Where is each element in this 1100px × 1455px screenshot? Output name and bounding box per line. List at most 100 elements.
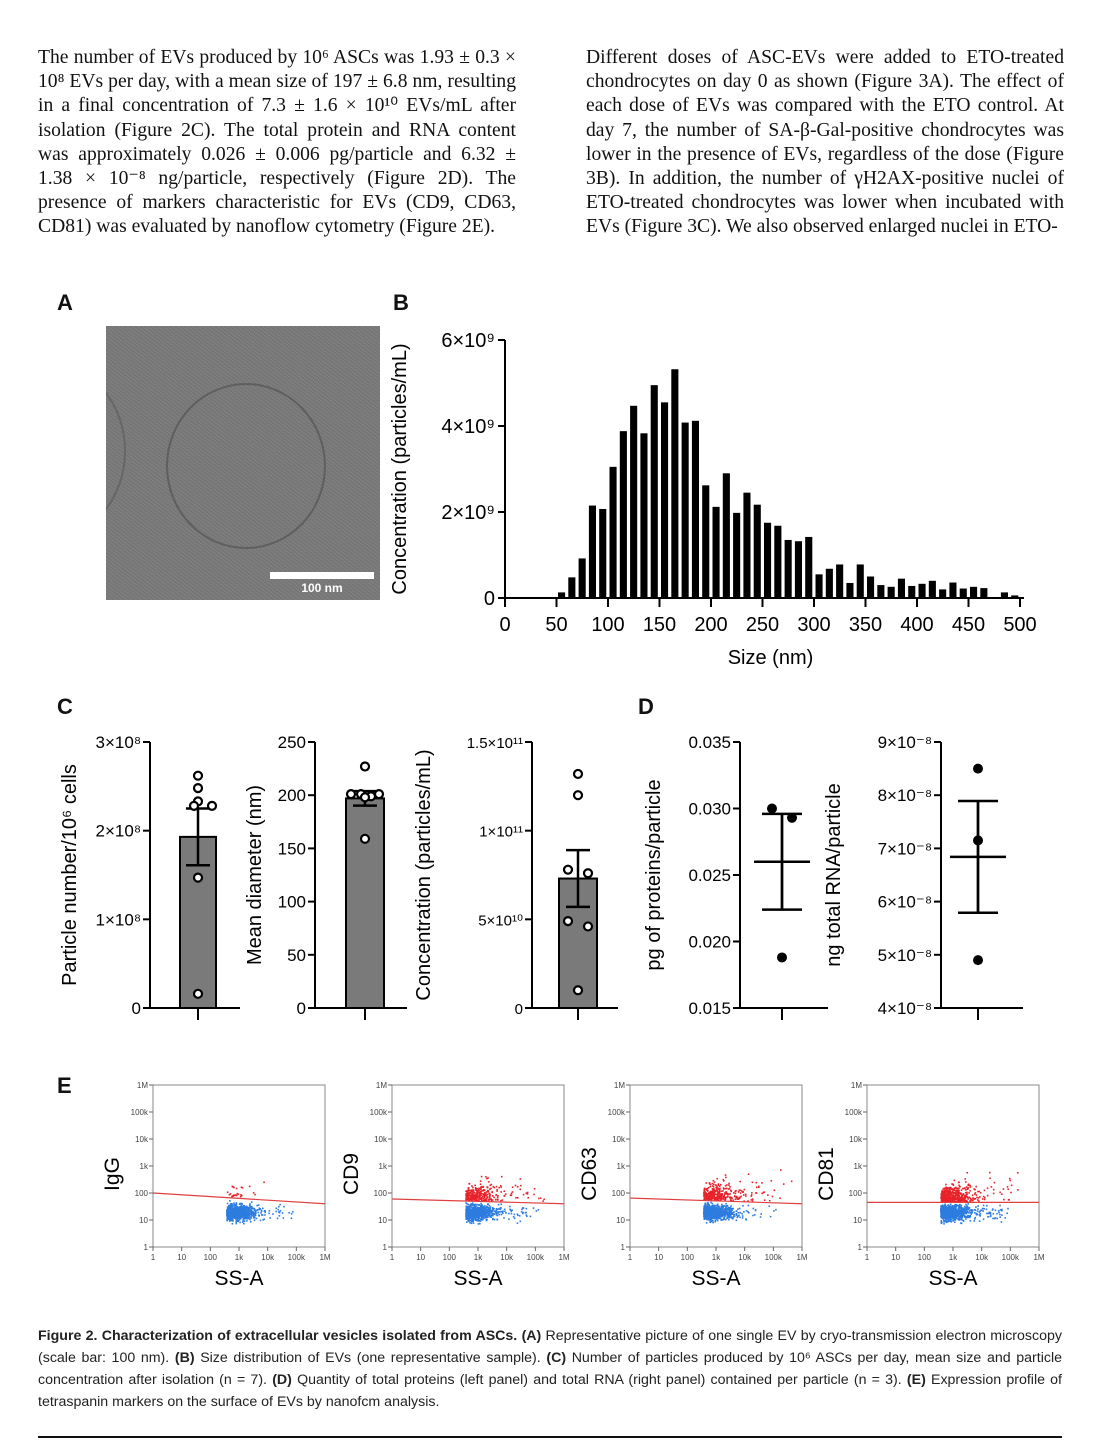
negative-event (944, 1209, 947, 1212)
negative-event (709, 1208, 712, 1210)
negative-event (505, 1212, 507, 1214)
negative-event (712, 1210, 715, 1213)
positive-event (240, 1193, 242, 1196)
negative-event (718, 1214, 721, 1216)
x-tick-label: 1 (865, 1253, 870, 1262)
data-point (572, 768, 584, 780)
negative-event (276, 1217, 279, 1220)
negative-event (478, 1220, 481, 1222)
positive-event (950, 1192, 953, 1194)
negative-event (715, 1212, 717, 1215)
positive-event (738, 1197, 741, 1200)
negative-event (239, 1211, 241, 1214)
positive-event (467, 1187, 470, 1189)
negative-event (465, 1205, 468, 1208)
negative-event (232, 1205, 235, 1207)
negative-event (229, 1213, 232, 1215)
positive-event (952, 1198, 954, 1201)
negative-event (481, 1214, 483, 1217)
y-tick-label: 10 (139, 1216, 148, 1225)
negative-event (466, 1210, 468, 1212)
y-tick-label: 0 (484, 588, 495, 610)
negative-event (238, 1218, 241, 1221)
negative-event (724, 1218, 727, 1221)
negative-event (239, 1202, 241, 1205)
positive-event (483, 1198, 485, 1201)
negative-event (992, 1208, 994, 1210)
negative-event (245, 1209, 247, 1212)
negative-event (946, 1220, 949, 1223)
vesicle (166, 383, 326, 549)
negative-event (769, 1215, 772, 1218)
y-tick-label: 1M (137, 1081, 148, 1090)
negative-event (485, 1206, 488, 1208)
negative-event (943, 1223, 945, 1225)
positive-event (479, 1192, 482, 1194)
positive-event (710, 1190, 713, 1193)
positive-event (712, 1185, 715, 1188)
data-point (973, 955, 983, 966)
positive-event (716, 1193, 718, 1196)
negative-event (724, 1208, 726, 1211)
negative-event (484, 1206, 486, 1209)
negative-event (954, 1208, 957, 1211)
negative-event (708, 1212, 710, 1214)
y-tick-label: 2×10⁸ (96, 822, 141, 841)
negative-event (479, 1215, 481, 1217)
positive-event (706, 1187, 709, 1190)
negative-event (486, 1218, 488, 1221)
negative-event (716, 1219, 719, 1222)
negative-event (239, 1208, 242, 1211)
y-tick-label: 0.035 (688, 733, 731, 752)
positive-event (474, 1188, 477, 1190)
positive-event (709, 1196, 712, 1198)
negative-event (473, 1218, 475, 1220)
negative-event (275, 1207, 278, 1210)
histogram-bar (794, 541, 802, 598)
positive-event (716, 1197, 719, 1199)
negative-event (473, 1207, 475, 1210)
x-tick-label: 100k (288, 1253, 306, 1262)
positive-event (723, 1188, 725, 1190)
positive-event (967, 1198, 969, 1200)
negative-event (476, 1206, 479, 1209)
y-tick-label: 100 (135, 1189, 149, 1198)
positive-event (703, 1189, 705, 1192)
negative-event (474, 1212, 477, 1215)
negative-event (708, 1212, 711, 1215)
plot-frame (629, 1084, 803, 1248)
gate-line (152, 1192, 326, 1205)
positive-event (486, 1186, 489, 1188)
negative-event (940, 1219, 943, 1222)
negative-event (960, 1222, 962, 1224)
negative-event (230, 1203, 233, 1205)
negative-event (516, 1222, 519, 1224)
negative-event (229, 1218, 231, 1221)
negative-event (705, 1217, 708, 1220)
negative-event (948, 1220, 951, 1222)
positive-event (465, 1190, 467, 1193)
positive-event (716, 1190, 719, 1193)
negative-event (716, 1207, 718, 1210)
positive-event (735, 1196, 737, 1199)
negative-event (243, 1204, 246, 1207)
negative-event (714, 1219, 717, 1222)
negative-event (479, 1222, 481, 1225)
y-tick-label: 8×10⁻⁸ (878, 786, 932, 805)
negative-event (288, 1211, 290, 1214)
negative-event (951, 1215, 954, 1218)
negative-event (978, 1211, 981, 1213)
positive-event (986, 1194, 989, 1197)
negative-event (957, 1209, 960, 1211)
panel-label-c: C (57, 694, 73, 719)
negative-event (495, 1212, 498, 1214)
negative-event (970, 1209, 973, 1212)
negative-event (737, 1215, 739, 1217)
y-tick-label: 1M (376, 1081, 387, 1090)
negative-event (228, 1209, 231, 1212)
negative-event (706, 1207, 709, 1210)
negative-event (957, 1210, 959, 1213)
negative-event (521, 1208, 523, 1211)
negative-event (485, 1207, 487, 1209)
